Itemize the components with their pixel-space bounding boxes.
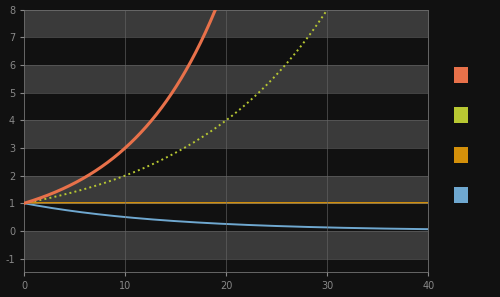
Bar <box>24 120 428 148</box>
Bar <box>24 10 428 37</box>
Bar <box>24 65 428 93</box>
Bar <box>24 231 428 259</box>
Bar <box>24 176 428 203</box>
